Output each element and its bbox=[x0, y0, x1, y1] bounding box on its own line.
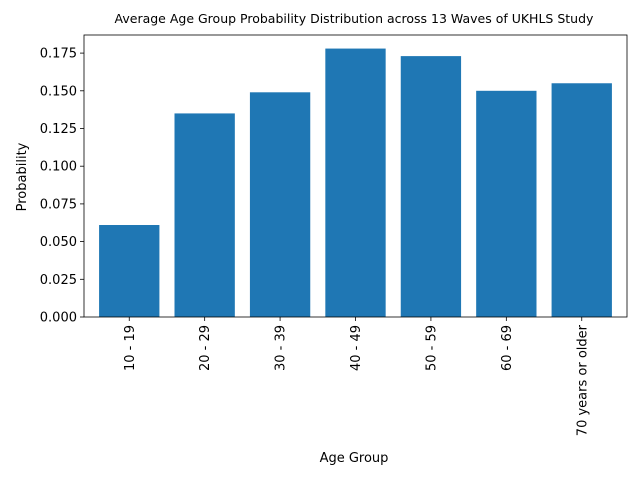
x-tick-label: 10 - 19 bbox=[123, 325, 138, 371]
x-tick-label: 30 - 39 bbox=[274, 325, 289, 371]
x-tick-label: 70 years or older bbox=[575, 324, 590, 436]
bar-5 bbox=[400, 56, 462, 318]
bar-1 bbox=[99, 225, 160, 317]
y-axis-label: Probability bbox=[15, 142, 30, 211]
y-tick-label: 0.075 bbox=[40, 197, 77, 212]
y-tick-label: 0.100 bbox=[40, 160, 77, 175]
x-tick-label: 50 - 59 bbox=[424, 325, 439, 371]
x-tick-label: 60 - 69 bbox=[500, 325, 515, 371]
x-axis-label: Age Group bbox=[320, 451, 389, 466]
bar-2 bbox=[174, 113, 235, 317]
axes-frame bbox=[83, 34, 628, 318]
plot-area: 0.000 0.025 0.050 0.075 0.100 0.125 0.150 0.175… bbox=[40, 34, 628, 436]
x-tick-label: 40 - 49 bbox=[349, 325, 364, 371]
x-tick-label: 20 - 29 bbox=[198, 325, 213, 371]
bar-6 bbox=[476, 90, 537, 317]
chart-title: Average Age Group Probability Distributi… bbox=[115, 11, 594, 26]
y-tick-label: 0.150 bbox=[40, 84, 77, 99]
y-tick-label: 0.000 bbox=[40, 311, 77, 326]
y-tick-label: 0.025 bbox=[40, 273, 77, 288]
bar-3 bbox=[249, 92, 311, 317]
y-tick-label: 0.125 bbox=[40, 122, 77, 137]
y-tick-label: 0.175 bbox=[40, 47, 77, 62]
y-tick-label: 0.050 bbox=[40, 235, 77, 250]
bar-4 bbox=[325, 48, 386, 317]
bar-7 bbox=[551, 83, 612, 317]
